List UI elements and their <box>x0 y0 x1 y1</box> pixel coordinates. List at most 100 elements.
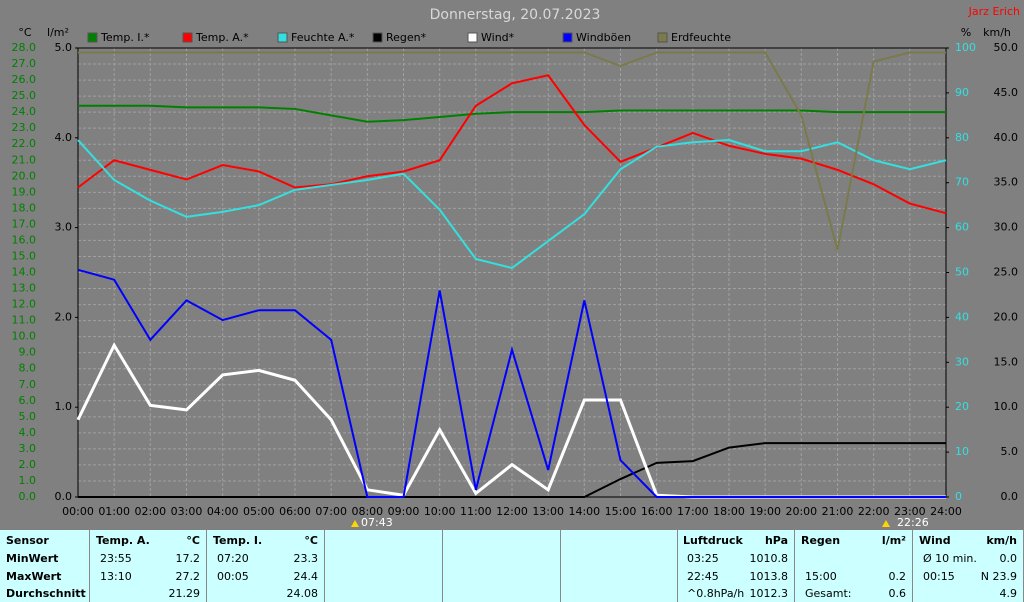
series-line <box>78 104 946 123</box>
y-tick-label: 22.0 <box>12 137 37 150</box>
y-tick-label: 4.0 <box>19 426 37 439</box>
x-tick-label: 20:00 <box>785 505 817 518</box>
stat-value: 27.2 <box>175 570 201 583</box>
legend-swatch <box>277 32 288 43</box>
y3-tick-label: 80 <box>955 131 969 144</box>
y-tick-label: 23.0 <box>12 121 37 134</box>
y4-tick-label: 10.0 <box>994 400 1019 413</box>
sunset: 22:26 <box>897 516 929 529</box>
stat-value: 23.3 <box>293 552 319 565</box>
x-tick-label: 06:00 <box>279 505 311 518</box>
y-tick-label: 18.0 <box>12 201 37 214</box>
empty-column <box>560 530 678 602</box>
x-tick-label: 08:00 <box>351 505 383 518</box>
y2-tick-label: 1.0 <box>55 400 73 413</box>
stat-time: 00:05 <box>217 570 249 583</box>
x-tick-label: 01:00 <box>98 505 130 518</box>
y3-tick-label: 20 <box>955 400 969 413</box>
y-tick-label: 16.0 <box>12 233 37 246</box>
y-tick-label: 0.0 <box>19 490 37 503</box>
y2-tick-label: 4.0 <box>55 131 73 144</box>
stat-time: 23:55 <box>100 552 132 565</box>
y3-tick-label: 100 <box>955 41 976 54</box>
stat-value: 1013.8 <box>749 570 789 583</box>
y-tick-label: 9.0 <box>19 346 37 359</box>
sunset-icon <box>882 520 890 527</box>
y4-tick-label: 0.0 <box>1001 490 1019 503</box>
legend-label: Regen* <box>386 31 427 44</box>
y-tick-label: 6.0 <box>19 394 37 407</box>
column-name: Temp. A. <box>96 534 150 547</box>
empty-column <box>443 530 561 602</box>
x-tick-label: 12:00 <box>496 505 528 518</box>
column-name: Wind <box>919 534 951 547</box>
stat-time: ^0.8hPa/h <box>687 587 745 600</box>
y4-tick-label: 40.0 <box>994 131 1019 144</box>
x-tick-label: 15:00 <box>605 505 637 518</box>
stats-table: Sensor MinWert MaxWert Durchschnitt Temp. A.… <box>0 530 1024 602</box>
y-tick-label: 17.0 <box>12 217 37 230</box>
stat-time: 22:45 <box>687 570 719 583</box>
stat-time: Ø 10 min. <box>923 552 977 565</box>
y2-tick-label: 2.0 <box>55 310 73 323</box>
y-tick-label: 19.0 <box>12 185 37 198</box>
x-tick-label: 00:00 <box>62 505 94 518</box>
y-tick-label: 24.0 <box>12 105 37 118</box>
legend-swatch <box>182 32 193 43</box>
stat-value: 0.6 <box>888 587 907 600</box>
x-tick-label: 22:00 <box>858 505 890 518</box>
legend-label: Temp. A.* <box>195 31 249 44</box>
sunrise: 07:43 <box>361 516 393 529</box>
y-tick-label: 14.0 <box>12 266 37 279</box>
x-tick-label: 10:00 <box>424 505 456 518</box>
column-unit: hPa <box>764 534 788 547</box>
x-tick-label: 11:00 <box>460 505 492 518</box>
x-tick-label: 18:00 <box>713 505 745 518</box>
y4-tick-label: 20.0 <box>994 310 1019 323</box>
column-name: Regen <box>801 534 841 547</box>
stats-column: Regen l/m² 15:00 0.2 Gesamt: 0.6 <box>795 530 913 602</box>
x-tick-label: 14:00 <box>568 505 600 518</box>
y-tick-label: 28.0 <box>12 41 37 54</box>
y-tick-label: 11.0 <box>12 314 37 327</box>
stat-value: 24.4 <box>293 570 319 583</box>
y3-tick-label: 60 <box>955 221 969 234</box>
column-name: Luftdruck <box>683 534 743 547</box>
x-tick-label: 03:00 <box>171 505 203 518</box>
series-line <box>78 51 946 251</box>
x-tick-label: 17:00 <box>677 505 709 518</box>
y-tick-label: 13.0 <box>12 282 37 295</box>
y-tick-label: 27.0 <box>12 57 37 70</box>
stat-value: 24.08 <box>286 587 319 600</box>
y-tick-label: 20.0 <box>12 169 37 182</box>
y3-tick-label: 70 <box>955 176 969 189</box>
column-name: Temp. I. <box>213 534 263 547</box>
series-line <box>78 442 946 498</box>
y4-tick-label: 30.0 <box>994 221 1019 234</box>
column-unit: l/m² <box>881 534 906 547</box>
x-tick-label: 21:00 <box>822 505 854 518</box>
legend-swatch <box>657 32 668 43</box>
x-tick-label: 16:00 <box>641 505 673 518</box>
y3-tick-label: 30 <box>955 355 969 368</box>
y4-axis-label: km/h <box>983 26 1011 39</box>
y-tick-label: 26.0 <box>12 73 37 86</box>
sunrise-icon <box>351 520 359 527</box>
legend-label: Feuchte A.* <box>291 31 355 44</box>
y3-tick-label: 0 <box>955 490 962 503</box>
stats-column: Luftdruck hPa 03:25 1010.8 22:45 1013.8 ^0.8hP… <box>677 530 795 602</box>
y-tick-label: 12.0 <box>12 298 37 311</box>
x-tick-label: 07:00 <box>315 505 347 518</box>
y-tick-label: 15.0 <box>12 249 37 262</box>
x-tick-label: 23:00 <box>894 505 926 518</box>
y-tick-label: 2.0 <box>19 458 37 471</box>
stat-value: N 23.9 <box>980 570 1017 583</box>
chart: Donnerstag, 20.07.2023 Jarz Erich °C l/m… <box>12 5 1021 529</box>
y3-tick-label: 50 <box>955 266 969 279</box>
stat-value: 1010.8 <box>749 552 789 565</box>
stat-value: 0.2 <box>888 570 907 583</box>
x-tick-label: 19:00 <box>749 505 781 518</box>
x-tick-label: 24:00 <box>930 505 962 518</box>
y-tick-label: 8.0 <box>19 362 37 375</box>
